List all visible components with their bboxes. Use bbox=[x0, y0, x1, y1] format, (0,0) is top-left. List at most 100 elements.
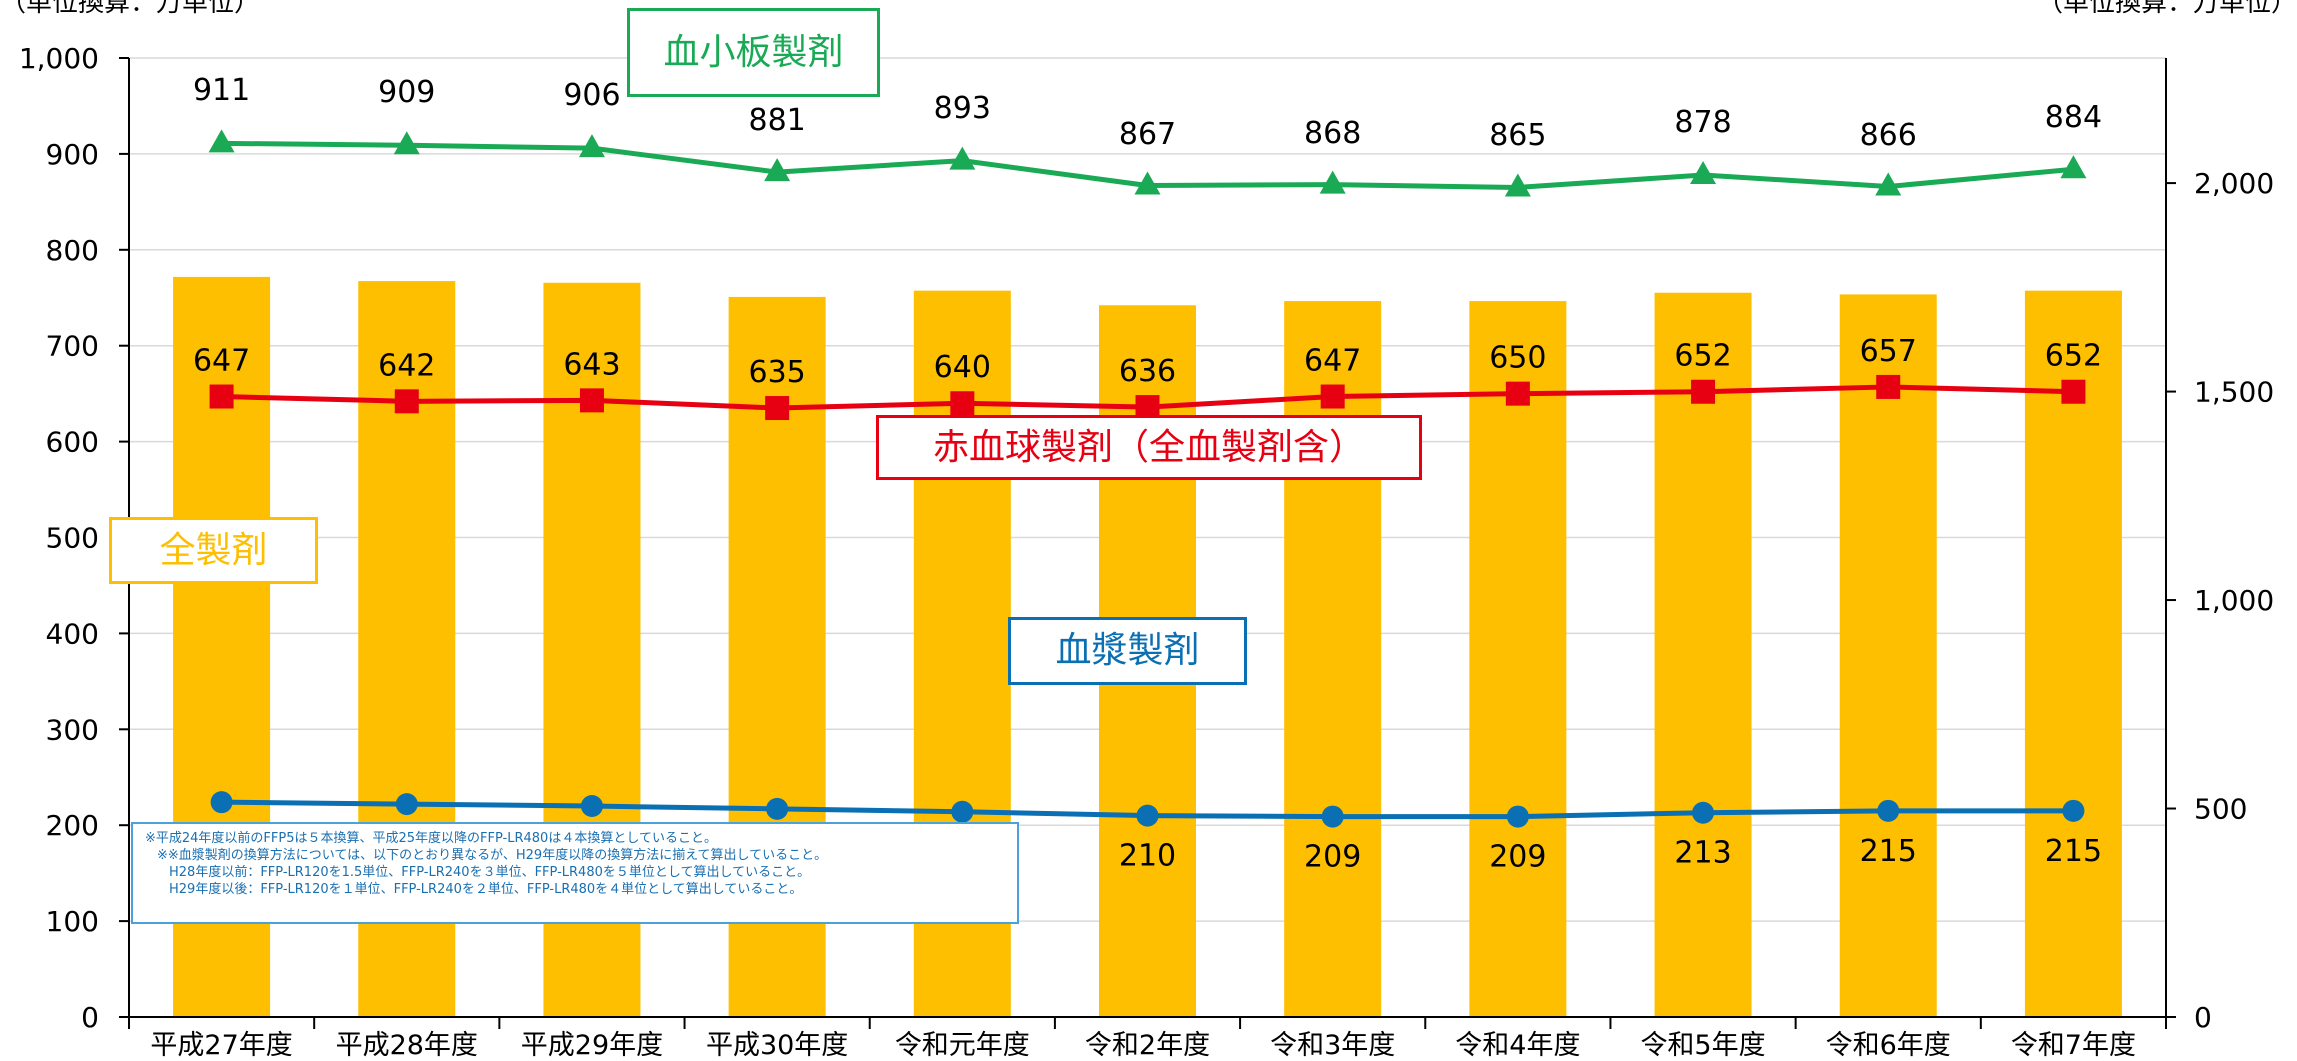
platelet-point bbox=[2060, 155, 2087, 179]
rbc-data-label: 652 bbox=[1674, 339, 1731, 374]
platelet-point bbox=[1875, 172, 1902, 196]
platelet-data-label: 909 bbox=[378, 75, 435, 110]
plasma-data-label: 215 bbox=[1860, 834, 1917, 869]
plasma-point bbox=[2062, 799, 2085, 822]
rbc-point bbox=[2061, 379, 2086, 404]
left-axis-tick-label: 600 bbox=[46, 426, 99, 459]
plasma-point bbox=[1136, 804, 1159, 827]
platelet-point bbox=[949, 146, 976, 170]
rbc-point bbox=[579, 388, 604, 413]
platelet-data-label: 866 bbox=[1860, 118, 1917, 153]
data-labels: 911 909 906 881 893 867 868 865 878 866 884 647 642 6… bbox=[193, 73, 2102, 875]
plasma-point bbox=[395, 793, 418, 816]
platelet-point bbox=[393, 131, 420, 155]
footnote-line: ※平成24年度以前のFFP5は５本換算、平成25年度以降のFFP-LR480は４… bbox=[145, 831, 717, 846]
platelet-data-label: 878 bbox=[1674, 105, 1731, 140]
bar-all-products bbox=[1654, 292, 1752, 1017]
left-axis-tick-label: 300 bbox=[46, 713, 99, 746]
plasma-data-label: 210 bbox=[1119, 839, 1176, 874]
platelet-data-label: 865 bbox=[1489, 118, 1546, 153]
plasma-point bbox=[766, 797, 789, 820]
x-axis-category-label: 令和7年度 bbox=[2011, 1030, 2136, 1061]
x-axis-category-label: 令和4年度 bbox=[1455, 1030, 1580, 1061]
plasma-data-label: 209 bbox=[1304, 840, 1361, 875]
rbc-point bbox=[765, 396, 790, 421]
footnote-box: ※平成24年度以前のFFP5は５本換算、平成25年度以降のFFP-LR480は４… bbox=[131, 822, 1019, 924]
left-axis-tick-label: 1,000 bbox=[19, 42, 99, 75]
right-axis-tick-label: 0 bbox=[2194, 1001, 2212, 1034]
rbc-data-label: 640 bbox=[934, 350, 991, 385]
rbc-point bbox=[1691, 379, 1716, 404]
platelet-data-label: 884 bbox=[2045, 100, 2102, 135]
platelet-data-label: 881 bbox=[749, 103, 806, 138]
rbc-data-label: 643 bbox=[563, 347, 620, 382]
right-axis-unit: （単位換算：万単位） bbox=[2036, 0, 2297, 18]
platelet-point bbox=[1690, 160, 1717, 184]
left-axis-tick-label: 800 bbox=[46, 234, 99, 267]
platelet-data-label: 906 bbox=[563, 78, 620, 113]
rbc-data-label: 642 bbox=[378, 348, 435, 383]
footnote-line: ※※血漿製剤の換算方法については、以下のとおり異なるが、H29年度以降の換算方法… bbox=[157, 848, 828, 863]
left-axis-unit: （単位換算：万単位） bbox=[0, 0, 261, 18]
footnote-line: H29年度以後：FFP-LR120を１単位、FFP-LR240を２単位、FFP-… bbox=[169, 882, 803, 897]
plasma-data-label: 215 bbox=[2045, 834, 2102, 869]
rbc-data-label: 650 bbox=[1489, 341, 1546, 376]
plasma-data-label: 213 bbox=[1674, 836, 1731, 871]
rbc-point bbox=[209, 384, 234, 409]
rbc-point bbox=[1876, 374, 1901, 399]
plasma-series-label: 血漿製剤 bbox=[1008, 617, 1247, 685]
rbc-data-label: 647 bbox=[193, 344, 250, 379]
footnote-line: H28年度以前：FFP-LR120を1.5単位、FFP-LR240を３単位、FF… bbox=[169, 865, 811, 880]
left-axis-tick-label: 200 bbox=[46, 809, 99, 842]
rbc-point bbox=[950, 391, 975, 416]
left-axis-tick-label: 0 bbox=[81, 1001, 99, 1034]
plasma-point bbox=[1877, 799, 1900, 822]
x-axis-category-label: 令和3年度 bbox=[1270, 1030, 1395, 1061]
platelet-point bbox=[578, 134, 605, 158]
plasma-point bbox=[1692, 801, 1715, 824]
platelet-point bbox=[1504, 173, 1531, 197]
rbc-data-label: 635 bbox=[749, 355, 806, 390]
platelet-data-label: 893 bbox=[934, 91, 991, 126]
plasma-point bbox=[210, 791, 233, 814]
x-axis-category-label: 令和6年度 bbox=[1826, 1030, 1951, 1061]
rbc-data-label: 652 bbox=[2045, 339, 2102, 374]
platelet-data-label: 868 bbox=[1304, 116, 1361, 151]
left-axis-tick-label: 400 bbox=[46, 617, 99, 650]
x-axis-category-label: 令和5年度 bbox=[1640, 1030, 1765, 1061]
bar-all-products bbox=[1469, 301, 1567, 1017]
plasma-point bbox=[1321, 805, 1344, 828]
platelet-data-label: 911 bbox=[193, 73, 250, 108]
rbc-data-label: 636 bbox=[1119, 354, 1176, 389]
plasma-point bbox=[951, 800, 974, 823]
right-axis-tick-label: 500 bbox=[2194, 793, 2247, 826]
plasma-data-label: 209 bbox=[1489, 840, 1546, 875]
right-axis-tick-label: 1,000 bbox=[2194, 584, 2274, 617]
platelet-point bbox=[208, 129, 235, 153]
all-products-series-label: 全製剤 bbox=[109, 517, 318, 584]
bar-all-products bbox=[2024, 290, 2122, 1017]
rbc-point bbox=[1505, 381, 1530, 406]
plasma-point bbox=[1506, 805, 1529, 828]
platelet-point bbox=[1134, 171, 1161, 195]
rbc-data-label: 647 bbox=[1304, 344, 1361, 379]
left-axis-tick-label: 700 bbox=[46, 330, 99, 363]
x-axis-category-label: 平成30年度 bbox=[706, 1030, 848, 1061]
right-axis-tick-label: 2,000 bbox=[2194, 167, 2274, 200]
x-axis-category-label: 平成27年度 bbox=[150, 1030, 292, 1061]
left-axis-tick-label: 900 bbox=[46, 138, 99, 171]
x-axis-category-label: 令和元年度 bbox=[895, 1030, 1030, 1061]
axes: 0 100 200 300 400 500 600 700 800 900 1,000 0 500 1,0… bbox=[19, 42, 2274, 1061]
right-axis-tick-label: 1,500 bbox=[2194, 376, 2274, 409]
platelet-data-label: 867 bbox=[1119, 117, 1176, 152]
platelet-point bbox=[1319, 170, 1346, 194]
left-axis-tick-label: 500 bbox=[46, 522, 99, 555]
rbc-series-label: 赤血球製剤（全血製剤含） bbox=[876, 415, 1422, 480]
rbc-data-label: 657 bbox=[1860, 334, 1917, 369]
bar-all-products bbox=[1839, 294, 1937, 1018]
rbc-point bbox=[394, 389, 419, 414]
x-axis-category-label: 令和2年度 bbox=[1085, 1030, 1210, 1061]
plasma-point bbox=[580, 795, 603, 818]
platelet-point bbox=[764, 158, 791, 182]
x-axis-category-label: 平成28年度 bbox=[336, 1030, 478, 1061]
